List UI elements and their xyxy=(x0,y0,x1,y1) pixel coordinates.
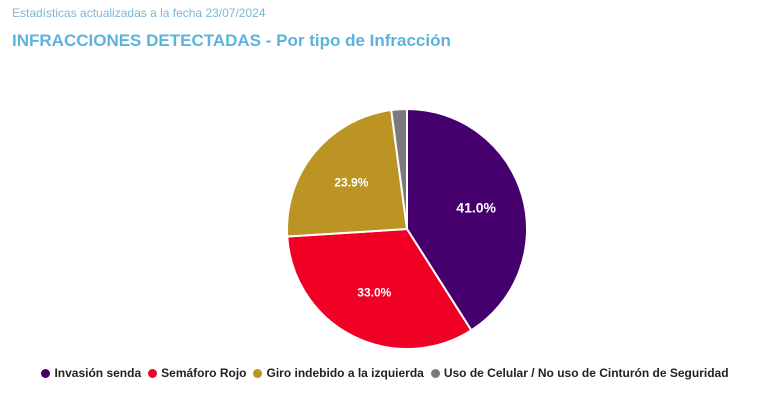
pie-slice-uso-celular[interactable] xyxy=(390,107,408,230)
legend-label-uso-celular: Uso de Celular / No uso de Cinturón de S… xyxy=(443,366,729,380)
pie-label-semaforo-rojo: 33.0% xyxy=(357,285,391,299)
legend-swatch-semaforo-rojo xyxy=(148,368,158,378)
legend-item-uso-celular[interactable]: Uso de Celular / No uso de Cinturón de S… xyxy=(430,366,729,380)
pie-label-invasion-senda: 41.0% xyxy=(456,200,496,216)
legend-swatch-giro-indebido xyxy=(253,368,263,378)
legend-swatch-invasion-senda xyxy=(41,368,51,378)
chart-title: INFRACCIONES DETECTADAS - Por tipo de In… xyxy=(12,31,451,50)
legend-label-invasion-senda: Invasión senda xyxy=(54,366,142,380)
legend-swatch-uso-celular xyxy=(430,368,440,378)
legend-label-semaforo-rojo: Semáforo Rojo xyxy=(161,366,247,380)
pie-slice-giro-indebido[interactable] xyxy=(286,108,409,238)
chart-legend: Invasión senda Semáforo Rojo Giro indebi… xyxy=(0,366,770,380)
legend-item-invasion-senda[interactable]: Invasión senda xyxy=(41,366,141,380)
pie-label-giro-indebido: 23.9% xyxy=(334,175,368,189)
update-date-text: Estadísticas actualizadas a la fecha 23/… xyxy=(12,6,266,20)
legend-item-giro-indebido[interactable]: Giro indebido a la izquierda xyxy=(253,366,424,380)
legend-label-giro-indebido: Giro indebido a la izquierda xyxy=(266,366,424,380)
legend-item-semaforo-rojo[interactable]: Semáforo Rojo xyxy=(148,366,246,380)
pie-slice-semaforo-rojo[interactable] xyxy=(286,227,473,350)
